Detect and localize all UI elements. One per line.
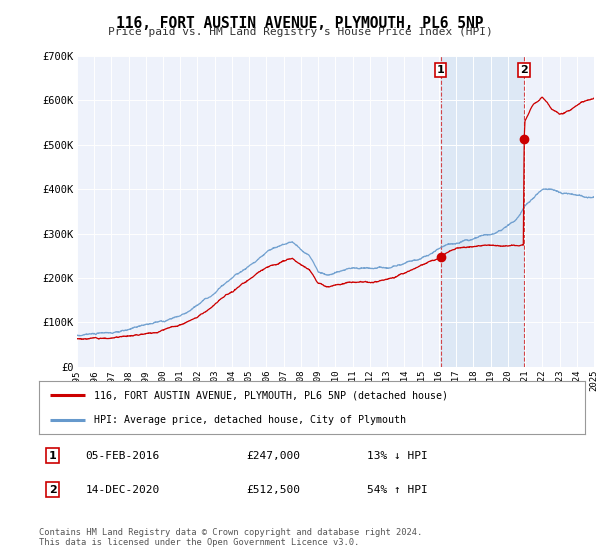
Text: 2: 2: [49, 484, 56, 494]
Text: 116, FORT AUSTIN AVENUE, PLYMOUTH, PL6 5NP: 116, FORT AUSTIN AVENUE, PLYMOUTH, PL6 5…: [116, 16, 484, 31]
Text: This data is licensed under the Open Government Licence v3.0.: This data is licensed under the Open Gov…: [39, 538, 359, 547]
Text: £247,000: £247,000: [247, 451, 301, 461]
Text: 05-FEB-2016: 05-FEB-2016: [85, 451, 160, 461]
Text: 1: 1: [437, 65, 445, 75]
Text: HPI: Average price, detached house, City of Plymouth: HPI: Average price, detached house, City…: [94, 414, 406, 424]
Text: £512,500: £512,500: [247, 484, 301, 494]
Text: Contains HM Land Registry data © Crown copyright and database right 2024.: Contains HM Land Registry data © Crown c…: [39, 528, 422, 536]
Text: 2: 2: [520, 65, 528, 75]
Text: 1: 1: [49, 451, 56, 461]
Text: Price paid vs. HM Land Registry's House Price Index (HPI): Price paid vs. HM Land Registry's House …: [107, 27, 493, 37]
Bar: [440, 56, 524, 367]
Text: 54% ↑ HPI: 54% ↑ HPI: [367, 484, 427, 494]
Text: 116, FORT AUSTIN AVENUE, PLYMOUTH, PL6 5NP (detached house): 116, FORT AUSTIN AVENUE, PLYMOUTH, PL6 5…: [94, 390, 448, 400]
Text: 13% ↓ HPI: 13% ↓ HPI: [367, 451, 427, 461]
Text: 14-DEC-2020: 14-DEC-2020: [85, 484, 160, 494]
